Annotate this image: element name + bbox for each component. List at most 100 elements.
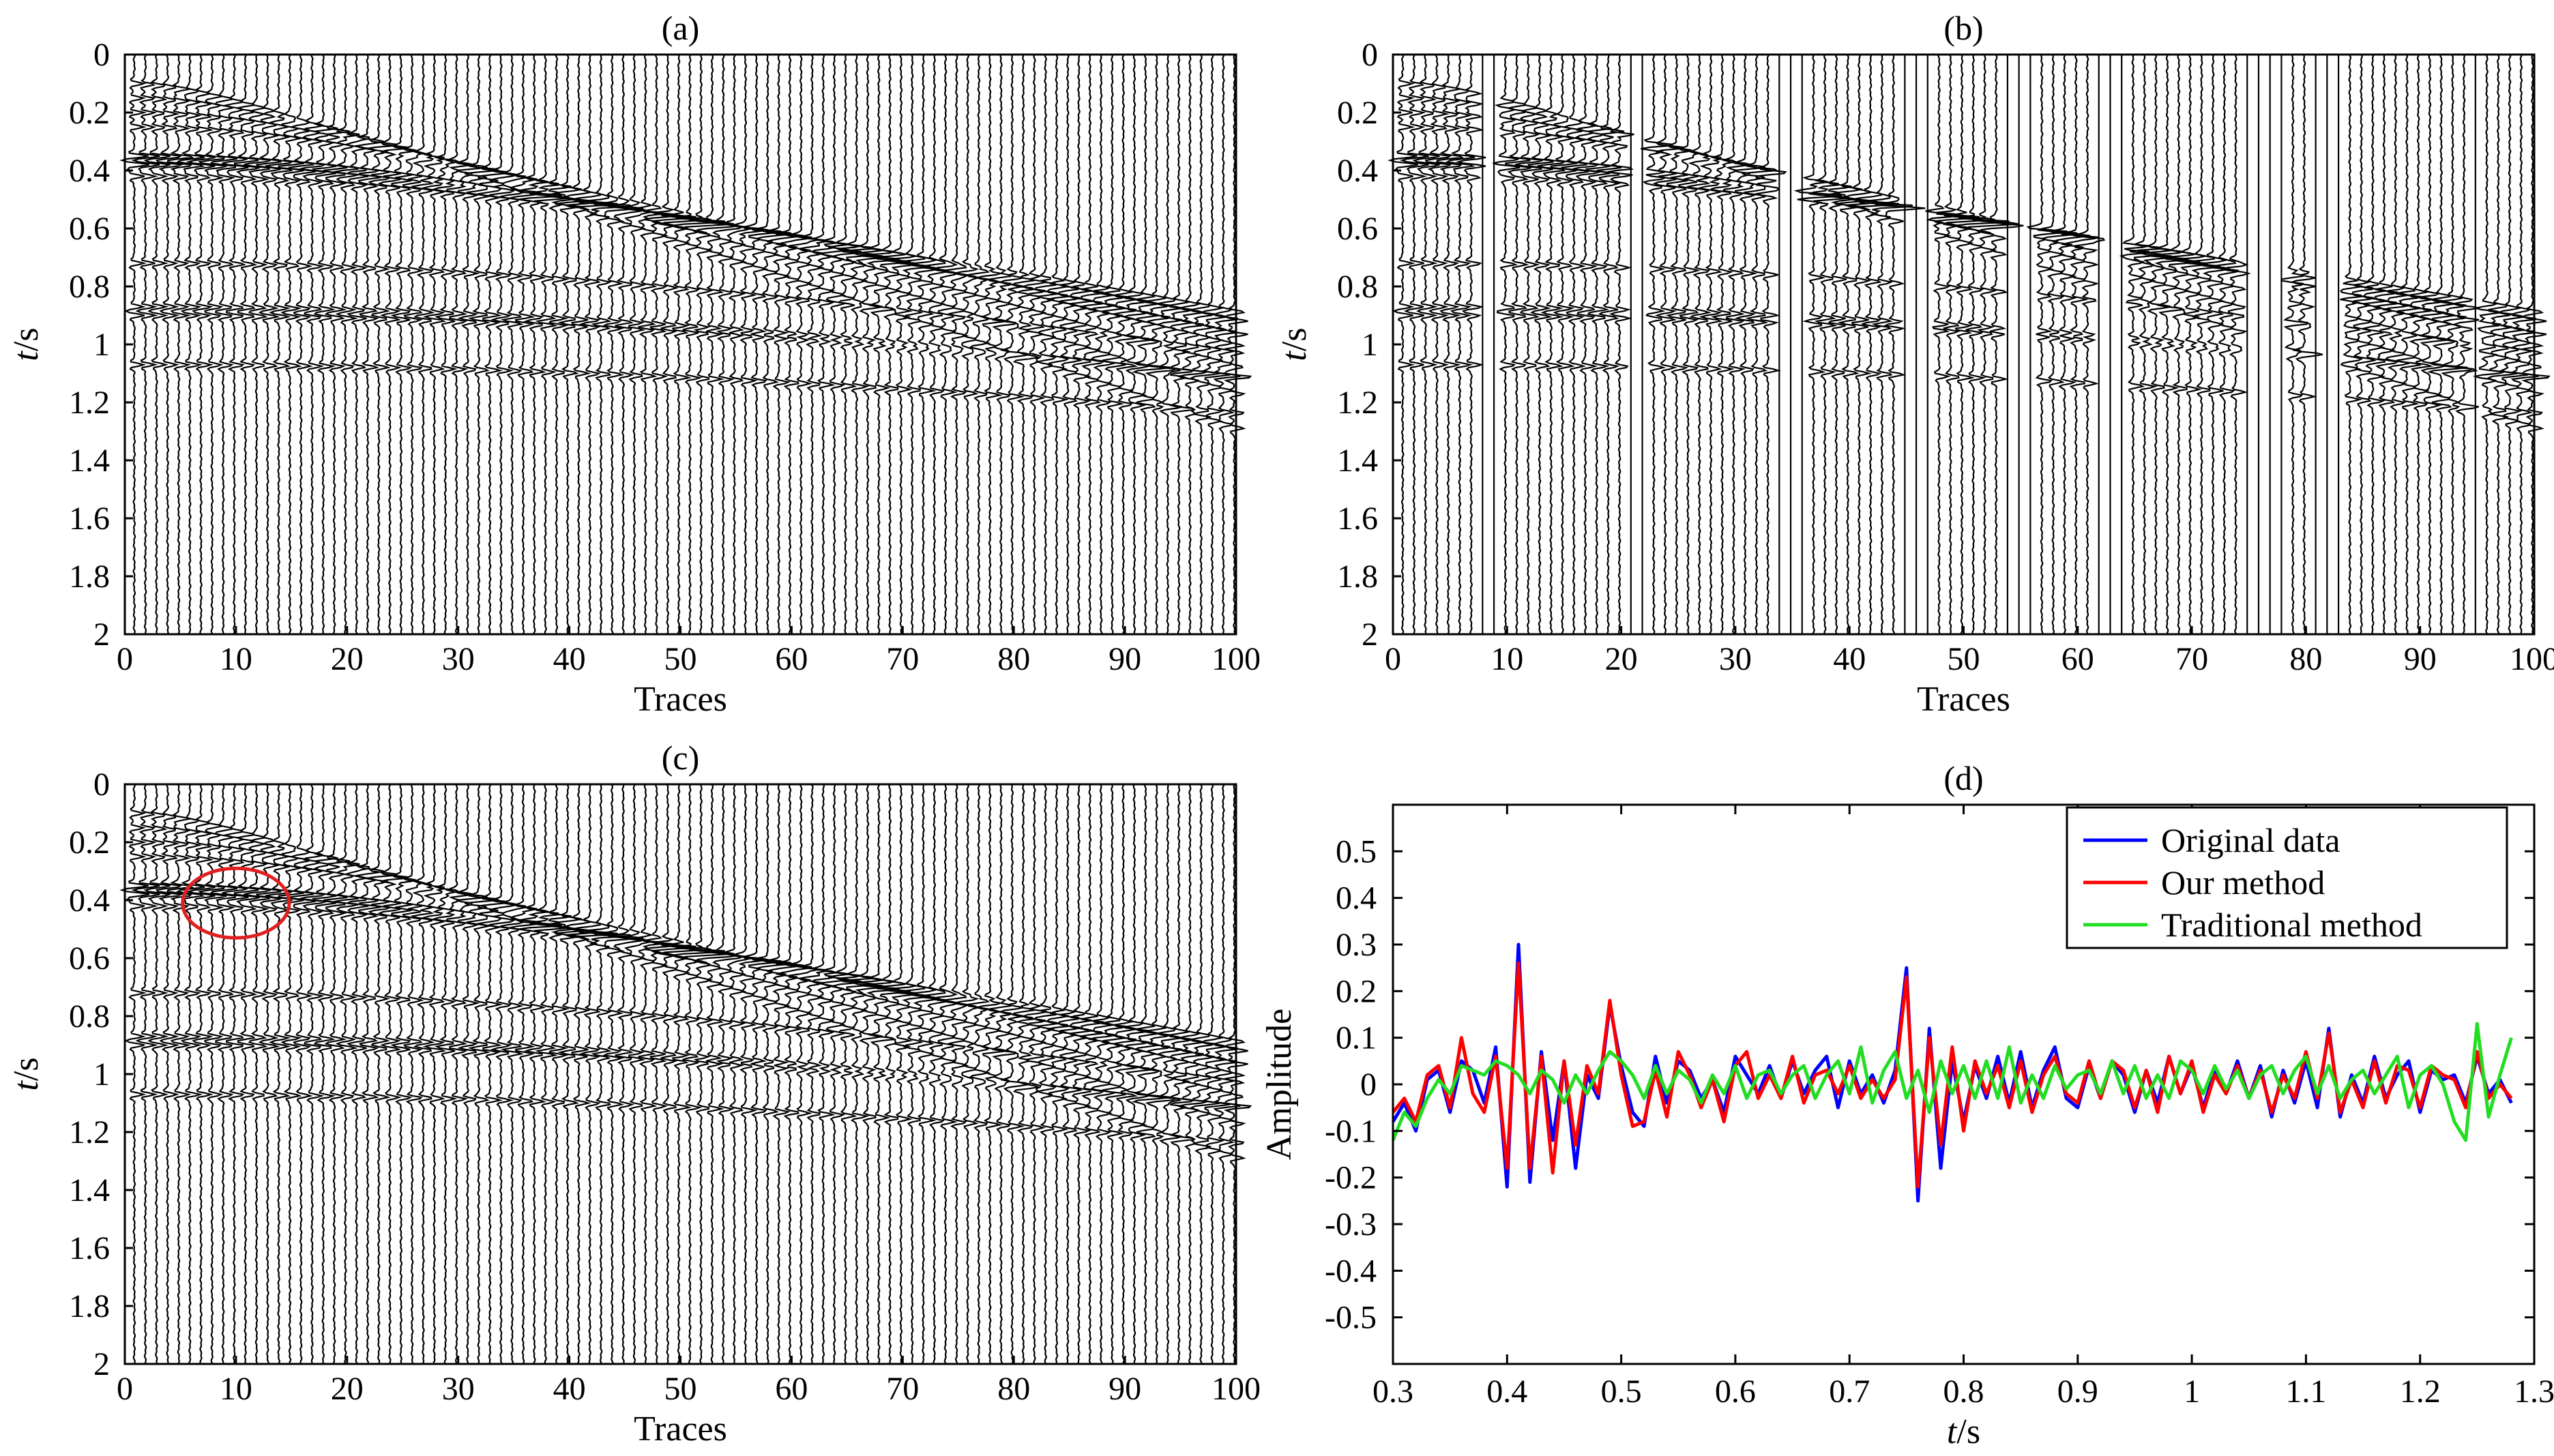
trace-50 — [658, 784, 712, 1365]
trace-5 — [166, 784, 194, 1365]
trace-43 — [1859, 54, 1913, 635]
series-line-2 — [1392, 961, 2513, 1189]
trace-12 — [244, 784, 271, 1365]
x-axis-label: Traces — [634, 1410, 727, 1448]
trace-93 — [2440, 54, 2474, 635]
y-tick-label: -0.1 — [1325, 1113, 1377, 1149]
trace-47 — [635, 54, 664, 635]
y-tick-label: 1.2 — [69, 385, 110, 421]
trace-84 — [2340, 54, 2364, 635]
trace-69 — [2160, 54, 2201, 635]
trace-21 — [343, 54, 370, 635]
x-tick-label: 1.1 — [2285, 1373, 2326, 1410]
x-tick-label: 0.6 — [1715, 1373, 1756, 1410]
trace-65 — [832, 54, 862, 635]
trace-1 — [119, 54, 149, 635]
trace-5 — [1435, 54, 1464, 635]
trace-72 — [908, 784, 940, 1365]
trace-7 — [1455, 54, 1486, 635]
panel-c: (c) 0 10 20 30 40 50 60 70 80 90 100 0 0.2 0.4 0.6 0.8 1 1… — [7, 739, 1261, 1448]
trace-72 — [2197, 54, 2230, 635]
trace-15 — [278, 784, 305, 1365]
trace-30 — [1722, 55, 1752, 635]
trace-20 — [1607, 54, 1634, 635]
x-tick-label: 10 — [220, 641, 252, 677]
y-tick-label: 1.6 — [69, 1230, 110, 1266]
trace-1 — [1387, 54, 1418, 635]
trace-27 — [410, 784, 435, 1365]
trace-11 — [233, 54, 260, 635]
y-tick-label: 0.6 — [69, 211, 110, 247]
trace-63 — [810, 784, 836, 1365]
trace-80 — [998, 54, 1031, 635]
trace-1 — [119, 784, 149, 1365]
x-tick-label: 50 — [1948, 641, 1980, 677]
plot-frame — [1392, 53, 2536, 636]
trace-84 — [1046, 784, 1070, 1365]
y-tick-label: 0.4 — [1336, 880, 1377, 917]
trace-89 — [1101, 54, 1128, 635]
trace-74 — [930, 784, 960, 1365]
y-tick-label: 0.6 — [69, 940, 110, 977]
trace-13 — [255, 784, 282, 1365]
x-tick-label: 0.7 — [1829, 1373, 1870, 1410]
y-tick-label: 1 — [93, 1056, 110, 1093]
trace-80 — [2289, 54, 2323, 635]
y-tick-label: 0.6 — [1337, 211, 1378, 247]
trace-26 — [1677, 54, 1703, 635]
trace-19 — [323, 784, 351, 1364]
trace-80 — [998, 784, 1031, 1365]
trace-91 — [1121, 54, 1155, 635]
y-axis-label-var: t — [7, 351, 46, 361]
trace-97 — [1190, 784, 1220, 1365]
trace-65 — [832, 784, 862, 1365]
trace-73 — [920, 54, 950, 635]
y-tick-label: 0 — [1360, 1067, 1377, 1103]
trace-98 — [1199, 784, 1231, 1365]
trace-64 — [822, 784, 851, 1365]
trace-15 — [278, 54, 305, 635]
trace-61 — [787, 55, 819, 635]
trace-27 — [1686, 54, 1712, 635]
trace-3 — [143, 784, 171, 1365]
trace-10 — [1493, 54, 1521, 635]
y-tick-label: -0.4 — [1325, 1253, 1377, 1289]
x-tick-label: 40 — [1833, 641, 1866, 677]
trace-52 — [684, 784, 735, 1365]
y-tick-label: 1.6 — [69, 501, 110, 537]
trace-18 — [311, 54, 338, 635]
trace-39 — [544, 784, 573, 1365]
trace-87 — [2373, 54, 2400, 635]
x-tick-label: 10 — [220, 1371, 252, 1407]
trace-24 — [377, 54, 411, 635]
trace-2 — [131, 54, 160, 635]
trace-36 — [509, 784, 544, 1365]
trace-6 — [176, 784, 205, 1365]
trace-66 — [842, 54, 877, 635]
trace-56 — [732, 784, 768, 1365]
trace-27 — [410, 54, 435, 635]
trace-26 — [401, 54, 426, 635]
y-tick-label: 0.5 — [1336, 833, 1377, 870]
trace-28 — [421, 784, 447, 1365]
panel-title: (c) — [662, 739, 700, 777]
y-tick-label: 0.3 — [1336, 927, 1377, 963]
trace-17 — [1572, 54, 1601, 634]
series-line-1 — [1391, 942, 2513, 1203]
trace-26 — [401, 784, 426, 1365]
trace-92 — [2426, 54, 2468, 635]
trace-47 — [635, 784, 664, 1365]
trace-98 — [2496, 54, 2529, 635]
trace-67 — [853, 784, 887, 1365]
trace-30 — [445, 784, 474, 1365]
trace-20 — [334, 784, 360, 1365]
trace-57 — [741, 784, 782, 1365]
x-tick-label: 90 — [1109, 641, 1141, 677]
trace-68 — [2149, 54, 2189, 635]
x-tick-label: 1.3 — [2514, 1373, 2554, 1410]
trace-43 — [578, 784, 632, 1365]
y-tick-label: 1.2 — [1337, 385, 1378, 421]
x-tick-label: 10 — [1491, 641, 1523, 677]
trace-7 — [186, 784, 216, 1365]
x-tick-label: 90 — [1109, 1371, 1141, 1407]
